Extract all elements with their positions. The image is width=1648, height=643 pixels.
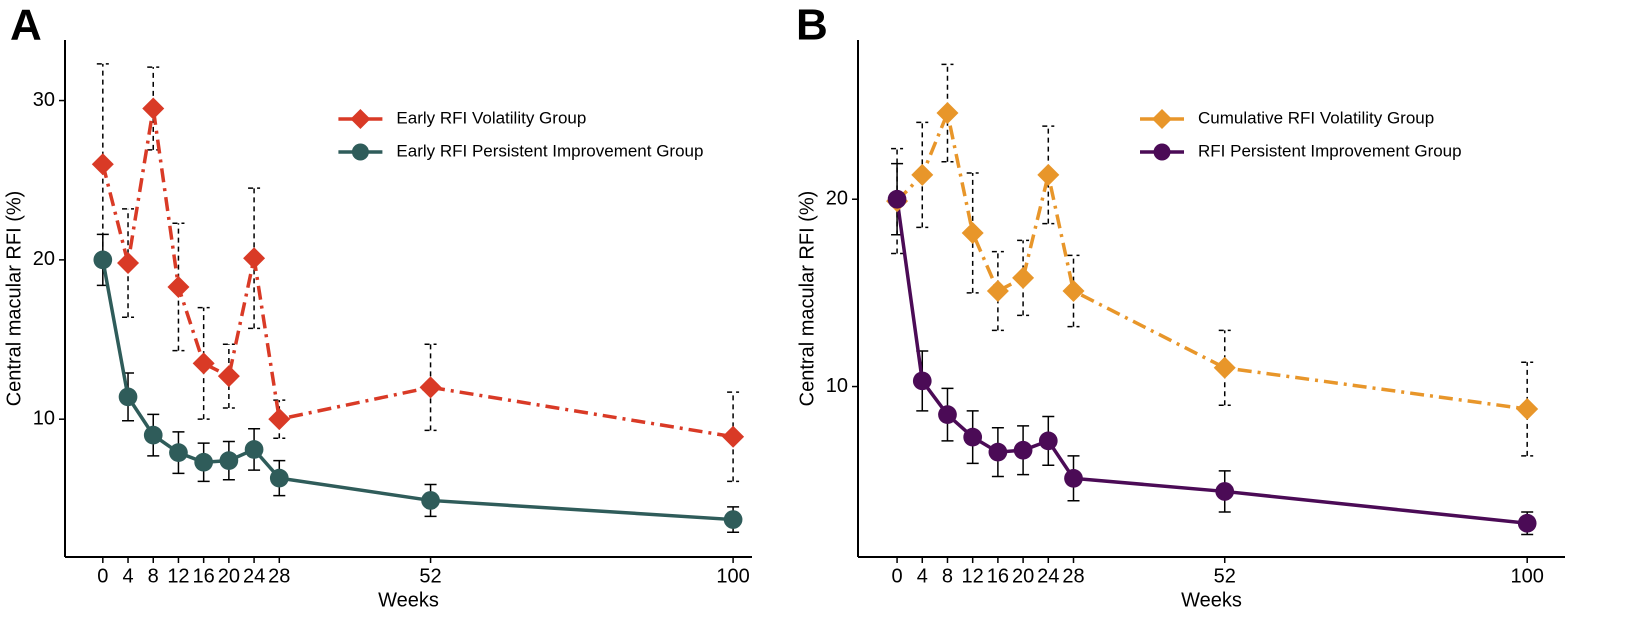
marker: [192, 352, 215, 375]
series-line: [101, 108, 734, 439]
x-tick-label: 100: [716, 565, 749, 587]
legend-label: Cumulative RFI Volatility Group: [1198, 108, 1434, 127]
marker: [142, 97, 165, 120]
marker: [169, 443, 188, 462]
x-tick-label: 52: [419, 565, 441, 587]
x-tick-label: 12: [167, 565, 189, 587]
x-tick-label: 0: [97, 565, 108, 587]
marker: [722, 425, 745, 448]
marker: [1153, 143, 1171, 161]
marker: [244, 440, 264, 459]
legend-label: RFI Persistent Improvement Group: [1198, 141, 1462, 160]
panel-label: A: [10, 1, 42, 50]
marker: [91, 153, 114, 176]
marker: [1062, 280, 1085, 303]
y-axis-title: Central macular RFI (%): [796, 191, 818, 407]
x-tick-label: 4: [917, 565, 928, 587]
marker: [269, 468, 289, 488]
error-bar: [891, 147, 904, 255]
marker: [419, 376, 442, 399]
error-bar: [916, 121, 929, 229]
marker: [421, 491, 440, 510]
marker: [911, 163, 934, 186]
y-tick-label: 10: [33, 407, 55, 429]
marker: [986, 280, 1009, 303]
marker: [961, 221, 984, 244]
x-tick-label: 8: [148, 565, 159, 587]
marker: [1064, 468, 1083, 488]
y-tick-label: 10: [826, 375, 848, 397]
x-tick-label: 20: [218, 565, 240, 587]
marker: [93, 250, 113, 270]
marker: [938, 405, 957, 424]
marker: [912, 371, 932, 391]
x-tick-label: 28: [268, 565, 290, 587]
marker: [219, 451, 239, 470]
marker: [1516, 398, 1539, 421]
marker: [1215, 482, 1235, 501]
marker: [268, 408, 291, 431]
marker: [167, 275, 190, 298]
error-bar: [248, 187, 261, 330]
error-bar: [1067, 254, 1080, 328]
x-tick-label: 100: [1511, 565, 1544, 587]
marker: [936, 102, 959, 125]
marker: [1037, 163, 1060, 186]
marker: [963, 427, 983, 447]
marker: [1517, 513, 1537, 533]
marker: [194, 452, 214, 472]
y-tick-label: 30: [33, 89, 55, 111]
error-bar: [147, 66, 160, 151]
x-tick-label: 0: [892, 565, 903, 587]
y-tick-label: 20: [33, 248, 55, 270]
series-line: [895, 198, 1528, 526]
error-bar: [966, 172, 979, 294]
marker: [243, 247, 266, 270]
x-tick-label: 8: [942, 565, 953, 587]
marker: [117, 252, 140, 275]
series-line: [895, 107, 1528, 411]
marker: [1152, 109, 1173, 129]
x-axis-title: Weeks: [378, 589, 439, 611]
marker: [1213, 356, 1236, 379]
x-tick-label: 20: [1012, 565, 1034, 587]
marker: [350, 109, 371, 129]
marker: [988, 442, 1008, 462]
x-tick-label: 52: [1214, 565, 1236, 587]
marker: [1012, 266, 1035, 289]
marker: [723, 510, 743, 529]
x-tick-label: 16: [193, 565, 215, 587]
x-axis-title: Weeks: [1181, 589, 1242, 611]
y-axis-title: Central macular RFI (%): [3, 191, 25, 407]
x-tick-label: 24: [243, 565, 265, 587]
marker: [118, 387, 138, 407]
x-tick-label: 4: [122, 565, 133, 587]
error-bar: [424, 343, 437, 432]
x-tick-label: 28: [1062, 565, 1084, 587]
x-tick-label: 16: [987, 565, 1009, 587]
marker: [217, 365, 240, 388]
series-line: [101, 259, 734, 522]
marker: [351, 143, 369, 161]
marker: [1038, 431, 1058, 451]
legend-label: Early RFI Volatility Group: [396, 108, 586, 127]
marker: [143, 425, 163, 445]
marker: [887, 189, 907, 209]
x-tick-label: 24: [1037, 565, 1059, 587]
y-tick-label: 20: [826, 188, 848, 210]
marker: [1013, 440, 1033, 460]
legend-label: Early RFI Persistent Improvement Group: [396, 141, 703, 160]
error-bar: [727, 391, 740, 483]
panel-label: B: [796, 1, 828, 50]
x-tick-label: 12: [962, 565, 984, 587]
